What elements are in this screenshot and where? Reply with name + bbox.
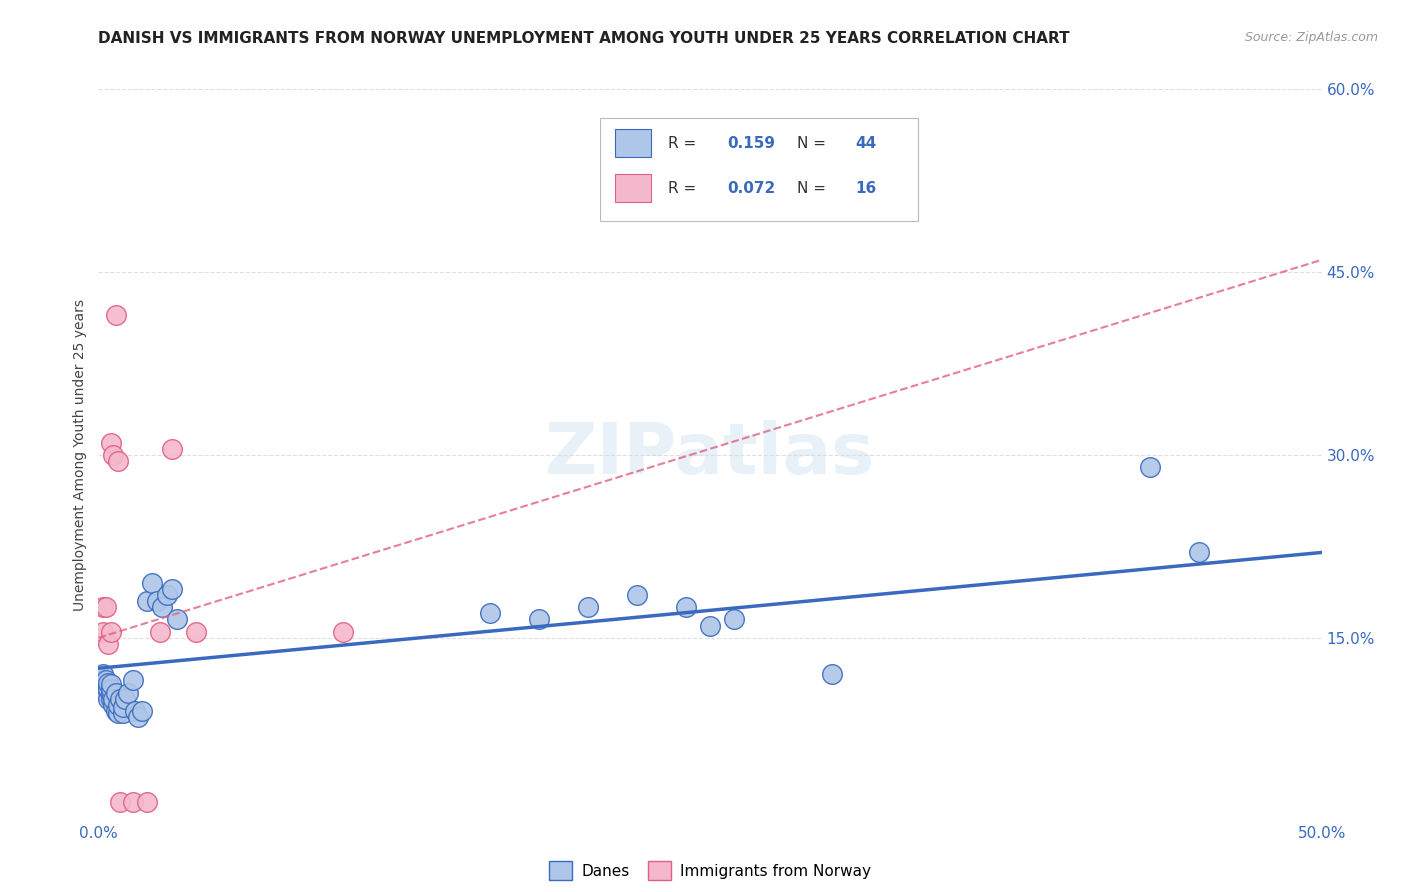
Point (107, 706, 129, 721)
Point (101, 448, 124, 462)
Text: N =: N = (797, 136, 825, 151)
Point (332, 624, 354, 639)
Point (723, 613, 745, 627)
Text: Source: ZipAtlas.com: Source: ZipAtlas.com (1244, 31, 1378, 45)
Point (117, 686, 139, 700)
Point (121, 673, 143, 688)
Text: N =: N = (797, 181, 825, 195)
Y-axis label: Unemployment Among Youth under 25 years: Unemployment Among Youth under 25 years (73, 299, 87, 611)
Point (149, 624, 172, 639)
Point (124, 704, 146, 718)
Point (150, 600, 173, 615)
Point (527, 613, 550, 627)
Text: ZIPatlas: ZIPatlas (546, 420, 875, 490)
Point (821, 667, 844, 681)
Legend: Danes, Immigrants from Norway: Danes, Immigrants from Norway (543, 855, 877, 886)
Point (146, 594, 169, 608)
FancyBboxPatch shape (614, 174, 651, 202)
Text: R =: R = (668, 181, 697, 195)
Point (186, 624, 208, 639)
Text: R =: R = (668, 136, 697, 151)
Text: 44: 44 (856, 136, 877, 151)
Point (91, 673, 114, 688)
Point (100, 681, 122, 696)
Point (97, 637, 120, 651)
Point (121, 796, 143, 810)
Point (100, 435, 122, 450)
Point (97, 681, 120, 696)
Point (104, 686, 127, 700)
Point (136, 594, 159, 608)
Point (100, 624, 122, 639)
Point (675, 600, 697, 615)
Point (111, 700, 134, 714)
Point (91, 624, 114, 639)
Point (110, 796, 132, 810)
FancyBboxPatch shape (614, 128, 651, 157)
Point (104, 704, 127, 718)
Point (104, 308, 127, 322)
Point (94, 673, 117, 688)
Point (91, 600, 114, 615)
Text: DANISH VS IMMIGRANTS FROM NORWAY UNEMPLOYMENT AMONG YOUTH UNDER 25 YEARS CORRELA: DANISH VS IMMIGRANTS FROM NORWAY UNEMPLO… (98, 31, 1070, 46)
Point (114, 691, 136, 706)
Point (101, 698, 124, 712)
Point (141, 576, 163, 591)
Point (94, 686, 117, 700)
Point (626, 588, 648, 602)
Point (101, 691, 124, 706)
Point (91, 667, 114, 681)
Point (1139, 460, 1161, 475)
Point (111, 706, 134, 721)
Text: 0.072: 0.072 (727, 181, 775, 195)
Point (94, 600, 117, 615)
Point (166, 613, 188, 627)
Point (107, 698, 129, 712)
Point (478, 607, 501, 621)
Point (100, 691, 122, 706)
Point (156, 588, 179, 602)
Point (110, 691, 132, 706)
Point (107, 454, 129, 468)
Point (699, 618, 721, 632)
Point (94, 680, 117, 694)
Point (100, 677, 122, 691)
Text: 0.159: 0.159 (727, 136, 775, 151)
Point (127, 710, 149, 724)
Point (97, 676, 120, 690)
Point (1188, 545, 1211, 559)
Point (100, 686, 122, 700)
Point (136, 796, 159, 810)
Text: 16: 16 (856, 181, 877, 195)
Point (160, 582, 183, 596)
Point (97, 691, 120, 706)
Point (160, 442, 183, 456)
Point (576, 600, 599, 615)
Point (131, 704, 153, 718)
FancyBboxPatch shape (600, 119, 918, 221)
